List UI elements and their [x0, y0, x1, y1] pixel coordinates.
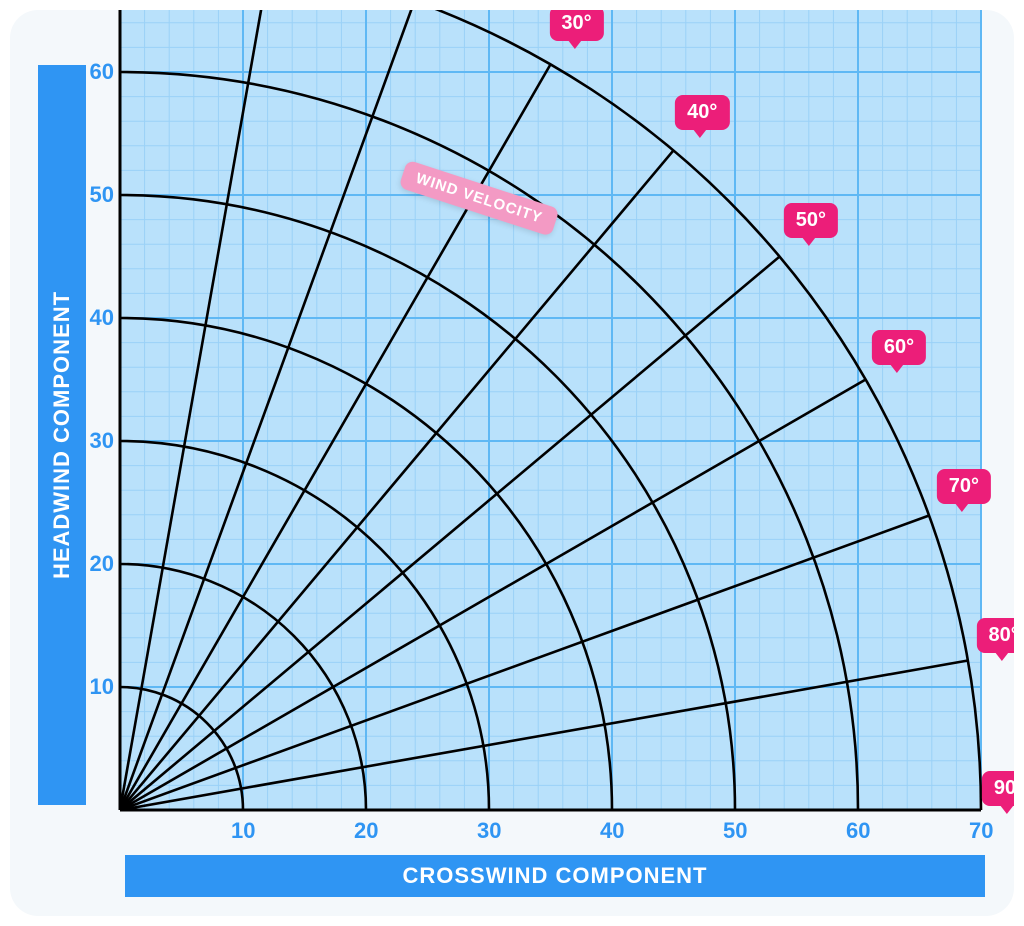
angle-tag-label: 90° [982, 771, 1014, 806]
x-tick-label: 30 [477, 818, 501, 844]
angle-tag-label: 70° [937, 469, 991, 504]
x-tick-label: 40 [600, 818, 624, 844]
angle-tag-label: 30° [549, 10, 603, 41]
x-tick-label: 20 [354, 818, 378, 844]
angle-tag-label: 60° [872, 330, 926, 365]
angle-tag: 80° [976, 618, 1014, 653]
chart-svg [10, 10, 1014, 916]
angle-tag: 40° [675, 95, 729, 130]
angle-tag-label: 40° [675, 95, 729, 130]
y-tick-label: 60 [90, 59, 114, 85]
x-tick-label: 50 [723, 818, 747, 844]
chart-card: HEADWIND COMPONENT CROSSWIND COMPONENT W… [10, 10, 1014, 916]
angle-tag: 70° [937, 469, 991, 504]
y-tick-label: 50 [90, 182, 114, 208]
y-tick-label: 10 [90, 674, 114, 700]
y-tick-label: 40 [90, 305, 114, 331]
y-tick-label: 20 [90, 551, 114, 577]
angle-tag: 50° [784, 203, 838, 238]
y-tick-label: 30 [90, 428, 114, 454]
angle-tag: 60° [872, 330, 926, 365]
x-tick-label: 60 [846, 818, 870, 844]
angle-tag: 90° [982, 771, 1014, 806]
angle-tag-label: 50° [784, 203, 838, 238]
angle-tag-label: 80° [976, 618, 1014, 653]
x-tick-label: 70 [969, 818, 993, 844]
x-tick-label: 10 [231, 818, 255, 844]
angle-tag: 30° [549, 10, 603, 41]
